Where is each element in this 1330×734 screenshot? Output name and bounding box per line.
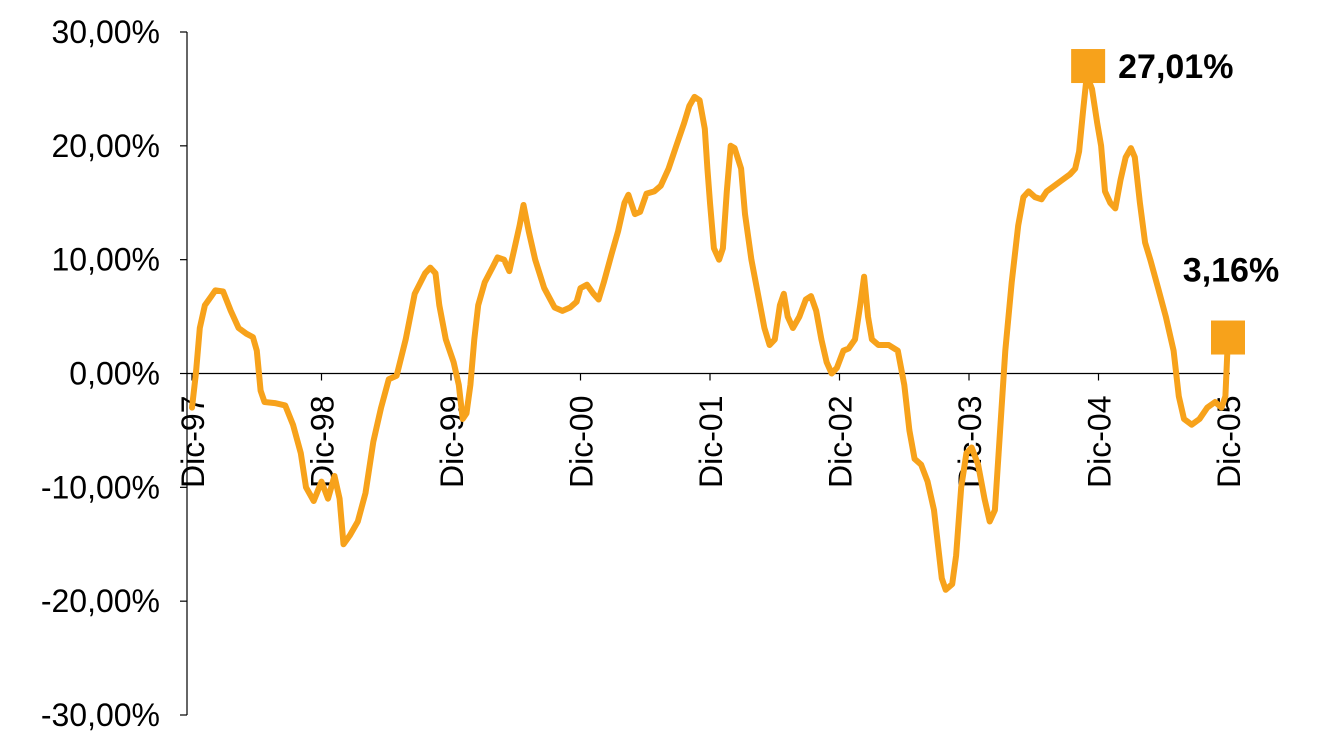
- y-tick-label: 0,00%: [69, 356, 160, 392]
- data-label: 27,01%: [1118, 48, 1233, 86]
- x-tick-label: Dic-04: [1082, 396, 1118, 488]
- x-tick-label: Dic-98: [305, 396, 341, 488]
- x-tick-label: Dic-97: [175, 396, 211, 488]
- x-tick-label: Dic-00: [564, 396, 600, 488]
- x-tick-label: Dic-01: [693, 396, 729, 488]
- y-tick-label: 20,00%: [51, 128, 160, 164]
- data-label: 3,16%: [1183, 252, 1279, 290]
- data-point-marker: [1211, 320, 1245, 355]
- axes: 30,00% 20,00% 10,00% 0,00% -10,00% -20,00% -30…: [41, 14, 1247, 733]
- series-layer: [189, 72, 1231, 593]
- annotations-layer: 27,01% 3,16%: [1071, 48, 1279, 355]
- x-tick-label: Dic-02: [823, 396, 859, 488]
- y-tick-label: 30,00%: [51, 14, 160, 50]
- y-tick-label: -10,00%: [41, 469, 160, 505]
- data-point-marker: [1071, 49, 1106, 84]
- y-tick-label: -30,00%: [41, 697, 160, 733]
- x-tick-label: Dic-05: [1211, 396, 1247, 488]
- data-line: [189, 72, 1231, 593]
- y-tick-label: 10,00%: [51, 242, 160, 278]
- y-tick-label: -20,00%: [41, 583, 160, 619]
